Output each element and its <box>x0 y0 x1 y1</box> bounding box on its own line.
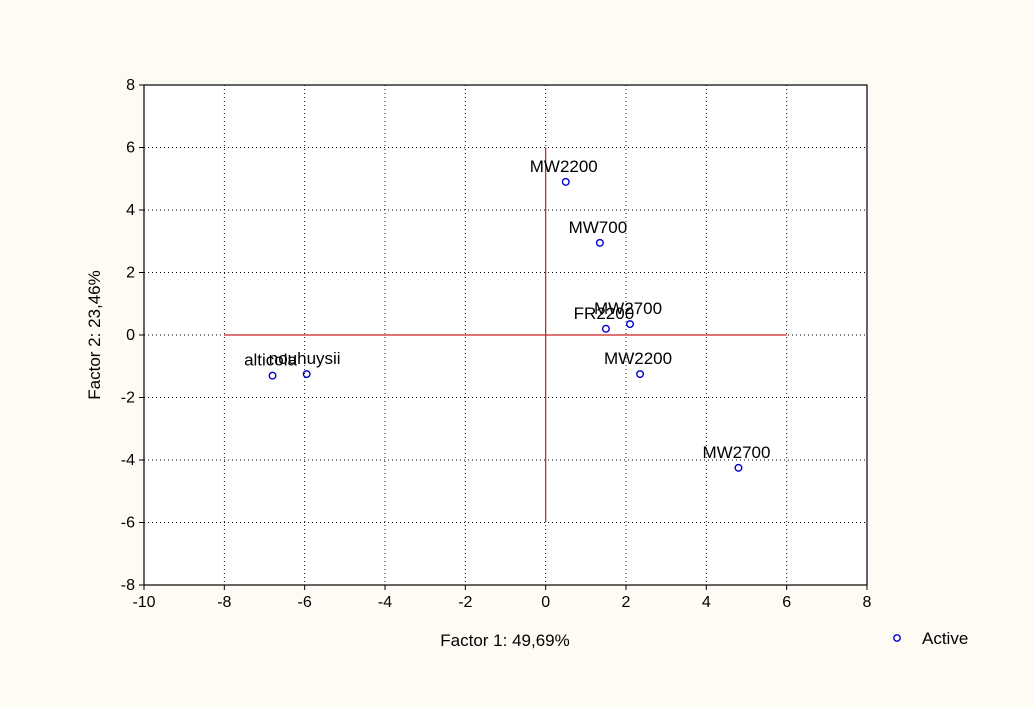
point-label: MW2700 <box>702 443 770 462</box>
x-tick-label: 6 <box>782 594 791 611</box>
point-label: MW2200 <box>530 157 598 176</box>
x-tick-label: -6 <box>298 594 312 611</box>
legend: Active <box>893 629 968 648</box>
reference-lines <box>224 147 787 523</box>
legend-marker-icon <box>893 634 901 642</box>
x-axis-title: Factor 1: 49,69% <box>440 631 569 650</box>
point-label: MW2700 <box>594 299 662 318</box>
x-tick-label: -2 <box>458 594 472 611</box>
y-tick-label: -2 <box>121 390 135 407</box>
y-tick-label: -8 <box>121 577 135 594</box>
y-tick-label: -6 <box>121 515 135 532</box>
data-point <box>561 177 570 186</box>
y-tick-label: -4 <box>121 452 135 469</box>
x-tick-label: 0 <box>541 594 550 611</box>
y-tick-label: 0 <box>126 327 135 344</box>
point-label: nouhuysii <box>269 349 341 368</box>
point-label: alticola <box>244 351 297 370</box>
point-label: FR2200 <box>574 304 634 323</box>
x-tick-label: -8 <box>217 594 231 611</box>
y-axis-title: Factor 2: 23,46% <box>85 270 104 399</box>
x-tick-label: -4 <box>378 594 392 611</box>
x-tick-label: -10 <box>132 594 155 611</box>
x-tick-label: 8 <box>863 594 872 611</box>
data-points: alticolanouhuysiiMW2200MW700FR2200MW2700… <box>244 157 770 472</box>
y-tick-label: 2 <box>126 265 135 282</box>
x-tick-label: 2 <box>622 594 631 611</box>
data-point <box>734 463 743 472</box>
point-label: MW700 <box>569 218 628 237</box>
data-point <box>302 370 311 379</box>
data-point <box>268 371 277 380</box>
legend-label: Active <box>922 629 968 648</box>
data-point <box>626 320 635 329</box>
data-point <box>636 370 645 379</box>
y-tick-label: 6 <box>126 140 135 157</box>
x-tick-label: 4 <box>702 594 711 611</box>
point-label: MW2200 <box>604 349 672 368</box>
y-tick-label: 4 <box>126 202 135 219</box>
data-point <box>601 324 610 333</box>
y-tick-label: 8 <box>126 77 135 94</box>
data-point <box>595 238 604 247</box>
